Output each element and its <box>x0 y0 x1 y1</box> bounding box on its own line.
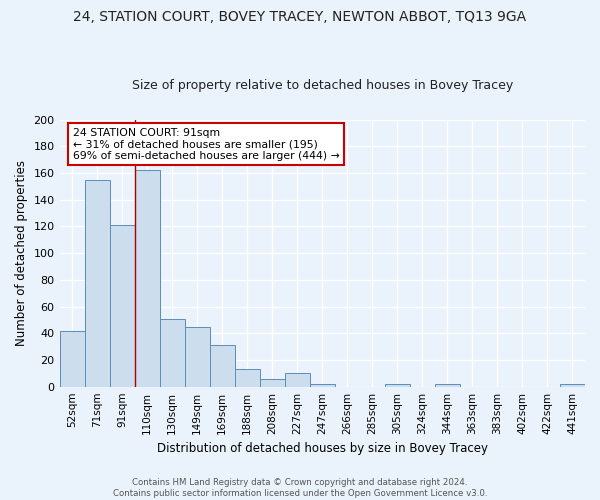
Bar <box>59 330 85 386</box>
Bar <box>110 225 134 386</box>
Title: Size of property relative to detached houses in Bovey Tracey: Size of property relative to detached ho… <box>131 79 513 92</box>
Y-axis label: Number of detached properties: Number of detached properties <box>15 160 28 346</box>
Text: 24, STATION COURT, BOVEY TRACEY, NEWTON ABBOT, TQ13 9GA: 24, STATION COURT, BOVEY TRACEY, NEWTON … <box>73 10 527 24</box>
Bar <box>260 378 285 386</box>
Text: 24 STATION COURT: 91sqm
← 31% of detached houses are smaller (195)
69% of semi-d: 24 STATION COURT: 91sqm ← 31% of detache… <box>73 128 340 161</box>
X-axis label: Distribution of detached houses by size in Bovey Tracey: Distribution of detached houses by size … <box>157 442 488 455</box>
Bar <box>209 346 235 387</box>
Bar <box>560 384 585 386</box>
Bar <box>160 318 185 386</box>
Bar <box>435 384 460 386</box>
Bar <box>310 384 335 386</box>
Bar <box>134 170 160 386</box>
Bar <box>235 370 260 386</box>
Bar <box>185 326 209 386</box>
Bar <box>285 374 310 386</box>
Bar <box>85 180 110 386</box>
Text: Contains HM Land Registry data © Crown copyright and database right 2024.
Contai: Contains HM Land Registry data © Crown c… <box>113 478 487 498</box>
Bar <box>385 384 410 386</box>
